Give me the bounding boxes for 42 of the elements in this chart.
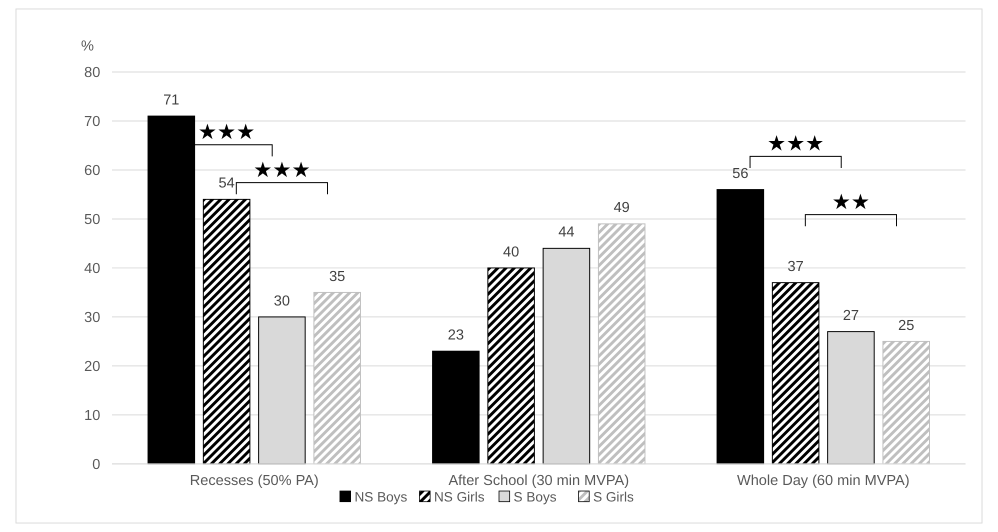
y-tick-label: 70	[84, 114, 100, 130]
data-label: 56	[732, 166, 748, 182]
x-tick-label: Whole Day (60 min MVPA)	[737, 473, 910, 490]
y-tick-label: 50	[84, 212, 100, 228]
legend-label: NS Girls	[434, 490, 485, 505]
data-label: 40	[503, 244, 520, 260]
data-label: 71	[163, 92, 180, 108]
data-label: 25	[898, 318, 914, 334]
y-tick-label: 60	[84, 163, 100, 180]
bar	[313, 292, 361, 464]
annotation: ★★	[832, 190, 870, 214]
data-label: 30	[274, 293, 290, 310]
bar	[432, 350, 480, 464]
y-tick-label: 40	[84, 261, 100, 278]
data-label: 44	[558, 224, 574, 241]
legend-label: S Girls	[593, 490, 634, 505]
annotation: ★★★	[766, 132, 824, 156]
data-label: 54	[218, 176, 235, 192]
bar	[202, 198, 250, 464]
annotation: ★★★	[198, 120, 256, 144]
annotation: ★★★	[253, 158, 311, 182]
x-tick-label: Recesses (50% PA)	[190, 473, 319, 490]
data-label: 27	[842, 308, 860, 324]
x-tick-label: After School (30 min MVPA)	[448, 473, 630, 490]
bar	[598, 223, 646, 464]
y-tick-label: 0	[92, 456, 100, 473]
legend-label: NS Boys	[354, 490, 408, 505]
data-label: 49	[614, 200, 630, 216]
y-tick-label: 20	[84, 358, 100, 375]
y-tick-label: 10	[84, 408, 100, 424]
bar	[148, 116, 196, 464]
data-label: 37	[788, 258, 804, 275]
y-tick-label: 80	[84, 65, 100, 82]
y-axis-title: %	[80, 38, 94, 55]
legend-label: S Boys	[514, 490, 557, 505]
bar	[487, 267, 535, 464]
data-label: 23	[448, 328, 464, 344]
bar	[882, 340, 930, 464]
bar	[716, 189, 764, 464]
data-label: 35	[329, 268, 346, 285]
y-tick-label: 30	[84, 310, 100, 326]
bar	[772, 282, 820, 464]
